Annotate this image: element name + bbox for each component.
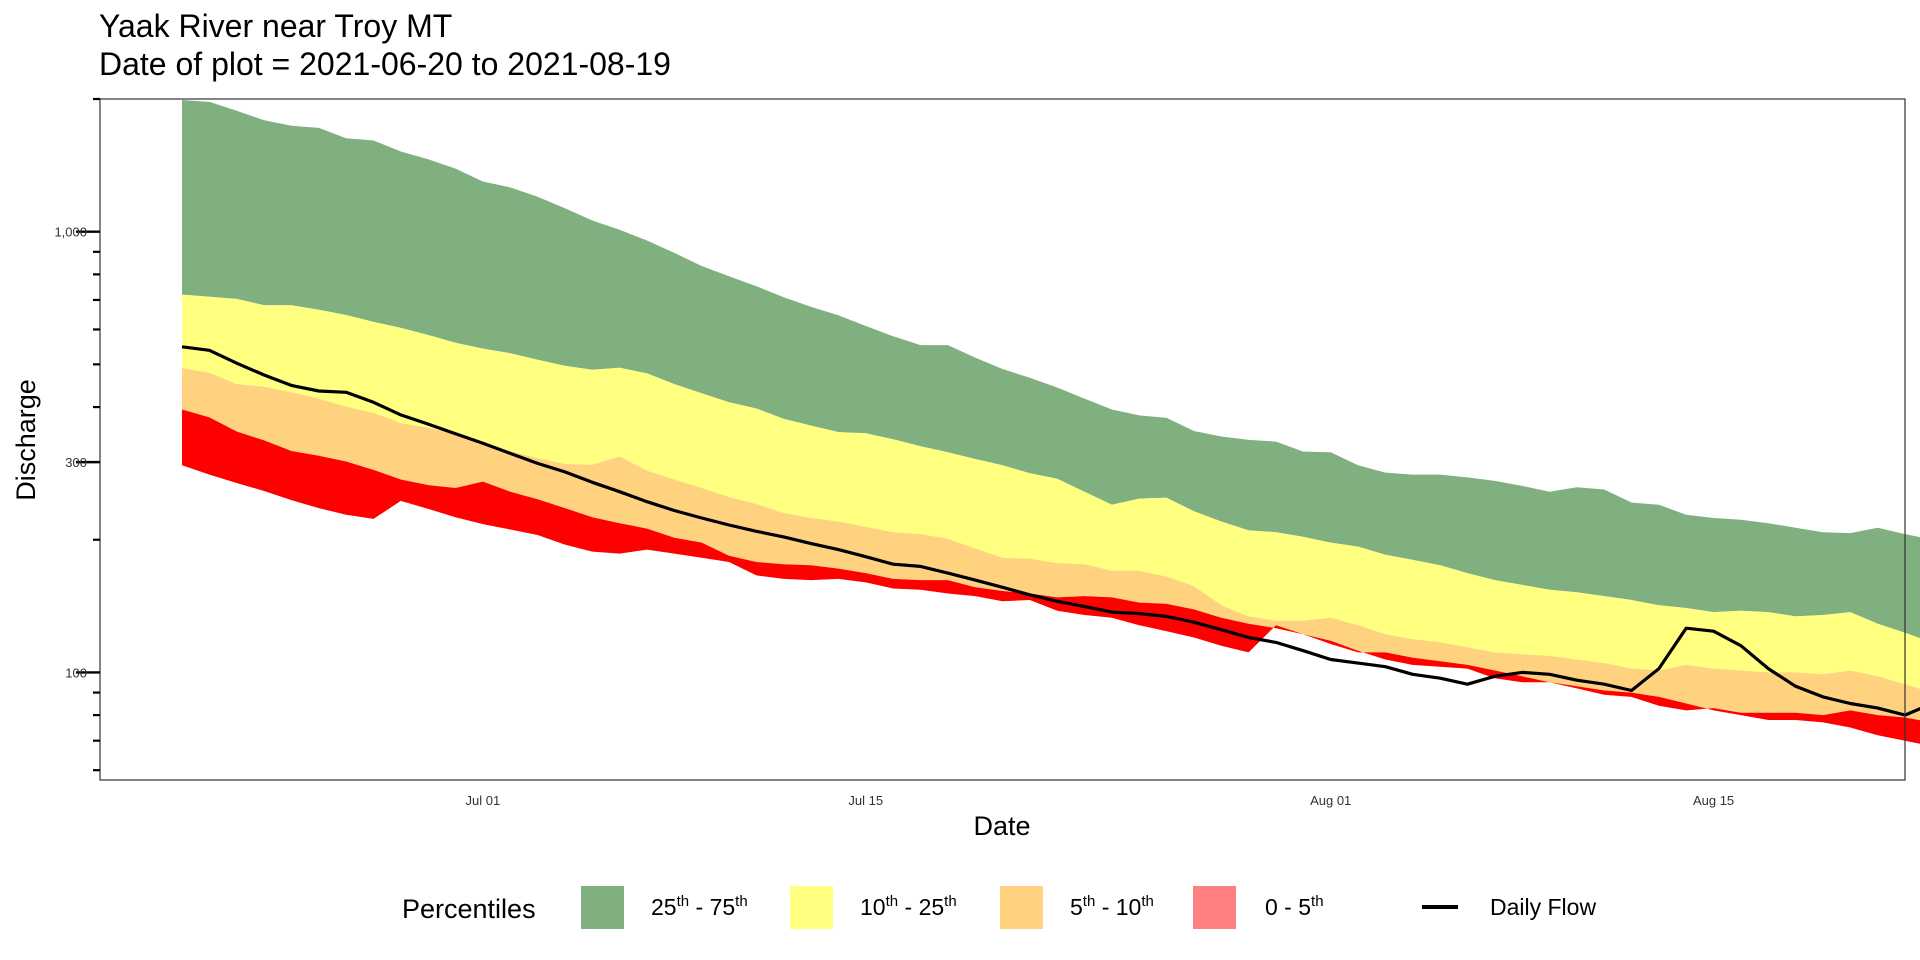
x-axis-title: Date: [973, 811, 1030, 841]
y-tick-label: 1,000: [54, 225, 87, 240]
daily-flow-line: [181, 345, 1920, 717]
band-25-75: [182, 100, 1920, 639]
legend-label: Daily Flow: [1490, 894, 1596, 920]
x-tick-label: Aug 01: [1310, 793, 1351, 808]
legend-item-p0_5: 0 - 5th​: [1193, 886, 1324, 929]
legend: Percentiles 25th​ - 75th​ 10th​ - 25th​ 5t…: [402, 886, 1596, 929]
plot-area: [181, 100, 1920, 744]
y-tick-label: 100: [65, 665, 87, 680]
y-axis: 100 300 1,000: [54, 97, 100, 772]
x-axis: Jul 01 Jul 15 Aug 01 Aug 15: [466, 793, 1735, 808]
band-10-25: [182, 294, 1920, 689]
legend-item-p5_10: 5th​ - 10th​: [1000, 886, 1154, 929]
legend-label: 5th​ - 10th​: [1070, 893, 1154, 920]
legend-item-p10_25: 10th​ - 25th​: [790, 886, 957, 929]
x-tick-label: Jul 01: [466, 793, 501, 808]
x-tick-label: Aug 15: [1693, 793, 1734, 808]
legend-item-flow: Daily Flow: [1422, 894, 1596, 920]
legend-swatch: [1193, 886, 1236, 929]
plot-border: [99, 98, 1906, 781]
legend-swatch: [1000, 886, 1043, 929]
chart-title: Yaak River near Troy MT: [99, 8, 452, 44]
legend-label: 0 - 5th​: [1265, 893, 1324, 920]
legend-item-p25_75: 25th​ - 75th​: [581, 886, 748, 929]
band-5-10: [182, 368, 1920, 721]
y-axis-title: Discharge: [11, 379, 41, 501]
legend-swatch: [790, 886, 833, 929]
legend-swatch: [581, 886, 624, 929]
x-tick-label: Jul 15: [848, 793, 883, 808]
legend-label: 25th​ - 75th​: [651, 893, 748, 920]
legend-title: Percentiles: [402, 894, 536, 924]
legend-label: 10th​ - 25th​: [860, 893, 957, 920]
y-tick-label: 300: [65, 455, 87, 470]
chart-subtitle: Date of plot = 2021-06-20 to 2021-08-19: [99, 46, 671, 82]
